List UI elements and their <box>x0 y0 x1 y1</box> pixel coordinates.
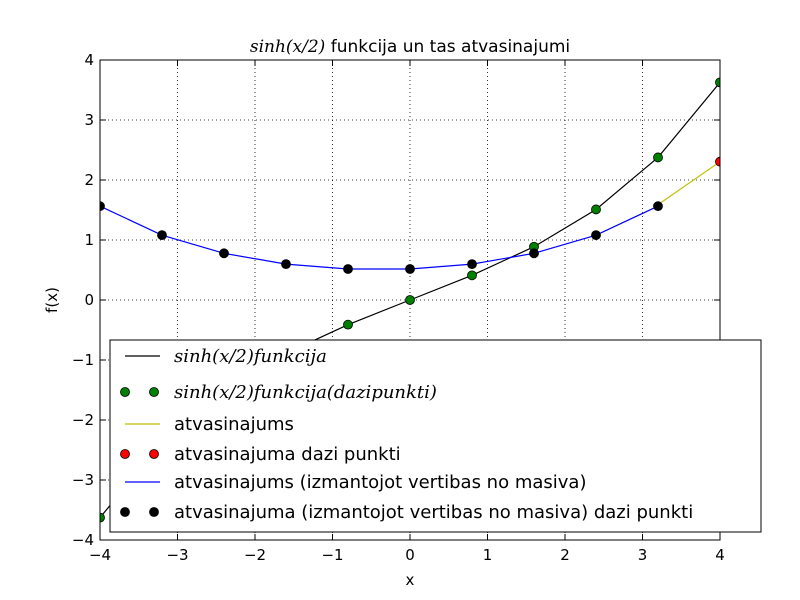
series-point-1 <box>343 319 353 330</box>
series-point-5 <box>157 230 167 241</box>
x-tick-label: −3 <box>166 546 188 564</box>
x-tick-label: 3 <box>638 546 648 564</box>
chart-title-text: funkcija un tas atvasinajumi <box>325 37 570 57</box>
y-tick-label: 2 <box>84 171 94 189</box>
y-tick-label: −4 <box>72 531 94 549</box>
series-point-5 <box>281 259 291 270</box>
y-tick-label: −3 <box>72 471 94 489</box>
x-tick-label: 4 <box>715 546 725 564</box>
y-tick-label: −2 <box>72 411 94 429</box>
chart-title: sinh(x/2) funkcija un tas atvasinajumi <box>250 37 570 57</box>
legend-entry-label: atvasinajuma dazi punkti <box>174 444 401 465</box>
series-point-1 <box>591 204 601 215</box>
x-tick-label: 1 <box>483 546 493 564</box>
series-line-2 <box>657 161 720 206</box>
legend-box <box>109 339 762 533</box>
y-tick-label: 0 <box>84 291 94 309</box>
y-tick-label: 1 <box>84 231 94 249</box>
legend-marker-swatch <box>120 387 130 397</box>
series-point-5 <box>100 201 105 212</box>
series-point-5 <box>405 264 415 274</box>
series-point-1 <box>100 512 105 523</box>
x-tick-label: −2 <box>244 546 266 564</box>
series-point-1 <box>467 270 477 281</box>
x-tick-label: −4 <box>89 546 111 564</box>
series-point-3 <box>715 156 720 167</box>
x-tick-label: 0 <box>405 546 415 564</box>
series-point-5 <box>591 230 601 241</box>
legend-entry-label: sinh(x/2)funkcija <box>174 346 327 367</box>
chart-title-math: sinh(x/2) <box>250 37 325 57</box>
legend-marker-swatch <box>149 387 159 397</box>
x-axis-label: x <box>406 571 415 589</box>
legend-entry-label: atvasinajums <box>174 414 294 435</box>
series-point-5 <box>219 248 229 259</box>
series-point-5 <box>529 248 539 259</box>
series-point-1 <box>405 295 415 305</box>
series-point-1 <box>715 77 720 88</box>
series-point-5 <box>343 264 353 274</box>
y-tick-label: −1 <box>72 351 94 369</box>
series-point-5 <box>653 201 663 212</box>
x-tick-label: 2 <box>560 546 570 564</box>
legend-entry-label: sinh(x/2)funkcija(dazipunkti) <box>174 382 437 403</box>
legend-entry-label: atvasinajuma (izmantojot vertibas no mas… <box>174 502 693 523</box>
legend-marker-swatch <box>120 449 130 459</box>
legend: sinh(x/2)funkcija sinh(x/2)funkcija(dazip… <box>109 339 762 533</box>
legend-marker-swatch <box>149 449 159 459</box>
y-tick-label: 4 <box>84 51 94 69</box>
x-tick-label: −1 <box>321 546 343 564</box>
y-axis-label: f(x) <box>43 287 61 313</box>
legend-marker-swatch <box>149 507 159 517</box>
series-point-1 <box>653 152 663 163</box>
series-point-5 <box>467 259 477 270</box>
series-line-4 <box>100 205 659 270</box>
legend-entry-label: atvasinajums (izmantojot vertibas no mas… <box>174 472 586 493</box>
y-tick-label: 3 <box>84 111 94 129</box>
axis-ticks: −4 −3 −2 −1 0 1 2 3 4 −4 −3 −2 −1 0 1 2 3 4 <box>72 51 725 564</box>
legend-marker-swatch <box>120 507 130 517</box>
